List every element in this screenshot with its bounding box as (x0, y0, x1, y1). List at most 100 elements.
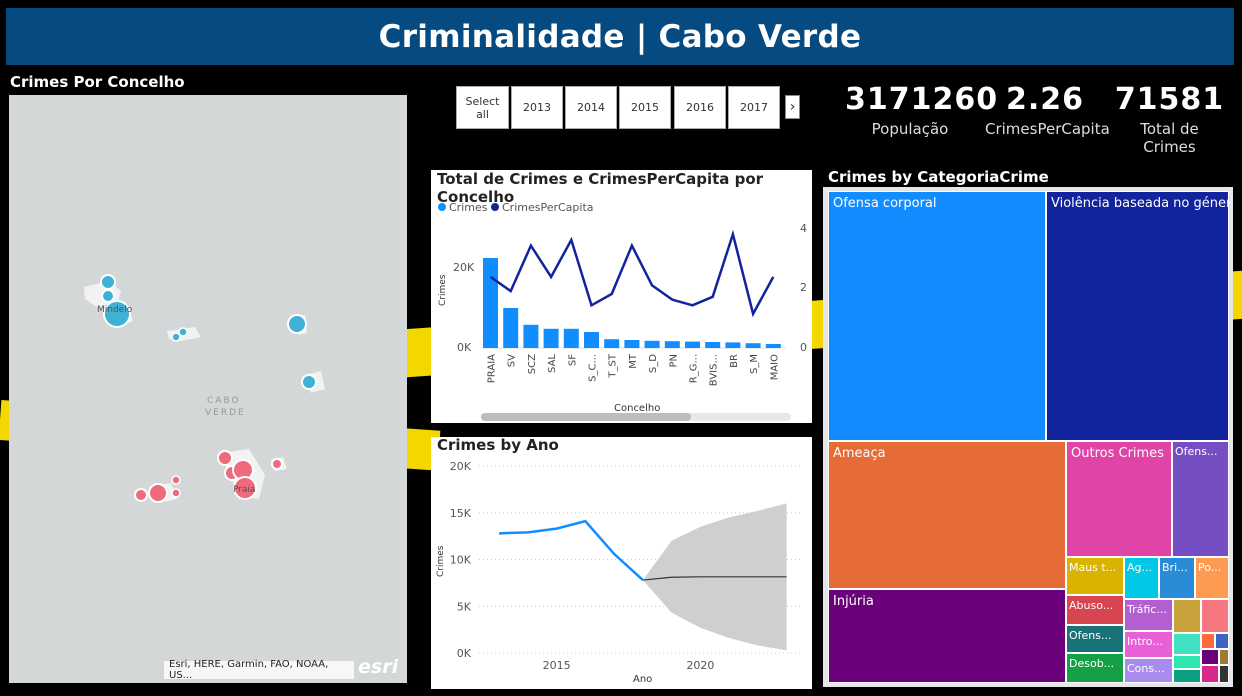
bar-SV (503, 308, 519, 348)
bar-S_C... (584, 332, 599, 348)
kpi-label: População (871, 120, 949, 138)
legend-crimes-label: Crimes (449, 201, 488, 214)
treemap-tile[interactable]: Ofensa corporal (828, 191, 1046, 441)
bar-PRAIA (483, 258, 498, 348)
treemap-tile[interactable]: Desob... (1066, 653, 1124, 683)
y-tick-label: 15K (450, 507, 472, 520)
crime-map[interactable]: Mindelo CABO VERDE Praia (9, 95, 407, 683)
treemap-tile[interactable]: Ofens... (1066, 625, 1124, 653)
treemap-tile-small[interactable] (1173, 633, 1201, 655)
treemap-tile-small[interactable] (1201, 633, 1215, 649)
bar-SF (563, 328, 579, 348)
bar-BVIS... (705, 342, 721, 348)
treemap-tile-small[interactable] (1219, 665, 1229, 683)
map-marker (301, 374, 317, 390)
slicer-year-2014[interactable]: 2014 (565, 86, 617, 129)
kpi-value: 2.26 (1005, 82, 1085, 117)
slicer-next-button[interactable]: › (785, 95, 800, 119)
kpi-label: Total de Crimes (1140, 120, 1199, 156)
map-label-praia: Praia (233, 485, 256, 495)
y-tick-label: 5K (457, 600, 472, 613)
x-tick-label: BR (729, 354, 740, 368)
map-marker (217, 450, 233, 466)
slicer-year-2013[interactable]: 2013 (511, 86, 563, 129)
dashboard-title: Criminalidade | Cabo Verde (6, 8, 1234, 65)
bar-T_ST (604, 339, 620, 348)
bar-SAL (543, 328, 559, 348)
bar-PN (664, 341, 680, 348)
treemap-tile-small[interactable] (1219, 649, 1229, 665)
treemap-tile[interactable]: Abuso... (1066, 595, 1124, 625)
treemap-tile-small[interactable] (1201, 599, 1229, 633)
y-tick-label: 20K (453, 261, 475, 274)
map-marker (178, 327, 188, 337)
x-tick-label: SAL (547, 354, 558, 373)
treemap-tile[interactable]: Po... (1195, 557, 1229, 599)
treemap-tile[interactable]: Ameaça (828, 441, 1066, 589)
bar-MAIO (765, 344, 781, 348)
treemap-tile[interactable]: Violência baseada no género (1046, 191, 1229, 441)
combo-chart-panel[interactable]: Total de Crimes e CrimesPerCapita por Co… (431, 170, 812, 423)
treemap-tile-small[interactable] (1215, 633, 1229, 649)
series-line-crimes (499, 519, 644, 581)
x-tick-label: T_ST (608, 353, 619, 378)
slicer-year-2016[interactable]: 2016 (674, 86, 726, 129)
x-tick-label: SCZ (527, 354, 538, 374)
x-tick-label: PRAIA (487, 354, 498, 383)
kpi-value: 71581 (1114, 82, 1225, 117)
treemap-tile[interactable]: Outros Crimes (1066, 441, 1172, 557)
treemap-tile[interactable]: Injúria (828, 589, 1066, 683)
line-chart-title: Crimes by Ano (437, 436, 559, 454)
map-marker (287, 314, 307, 334)
map-marker (134, 488, 148, 502)
bar-S_M (745, 343, 761, 348)
x-axis-title: Ano (633, 674, 652, 685)
legend-cpc-label: CrimesPerCapita (502, 201, 594, 214)
chevron-right-icon: › (789, 99, 796, 115)
treemap-tile[interactable]: Cons... (1124, 658, 1173, 683)
map-label-verde: VERDE (205, 408, 246, 418)
x-tick-label: R_G... (689, 354, 700, 383)
treemap-tile-small[interactable] (1201, 665, 1219, 683)
map-title: Crimes Por Concelho (10, 73, 185, 91)
x-tick-label: S_C... (588, 354, 599, 382)
treemap[interactable]: Ofensa corporal Violência baseada no géne… (823, 187, 1233, 687)
legend-crimes-dot (438, 203, 446, 211)
treemap-tile[interactable]: Maus t... (1066, 557, 1124, 595)
map-marker (171, 332, 181, 342)
treemap-tile[interactable]: Intro... (1124, 631, 1173, 658)
treemap-tile[interactable]: Bri... (1159, 557, 1195, 599)
line-chart: 20K 15K 10K 5K 0K 2015 2020 Crimes Ano (436, 460, 801, 685)
treemap-tile-small[interactable] (1173, 599, 1201, 633)
scrollbar-thumb (481, 413, 691, 421)
map-marker (103, 300, 131, 328)
bar-SCZ (523, 324, 539, 348)
treemap-tile-small[interactable] (1201, 649, 1219, 665)
bar-BR (725, 342, 741, 348)
bar-R_G... (685, 341, 700, 348)
x-tick-label: PN (668, 354, 679, 368)
combo-chart-title: Total de Crimes e CrimesPerCapita por Co… (437, 170, 764, 206)
slicer-year-2015[interactable]: 2015 (619, 86, 671, 129)
x-tick-label: 2015 (543, 659, 571, 672)
treemap-tile-small[interactable] (1173, 669, 1201, 683)
treemap-tile-small[interactable] (1173, 655, 1201, 669)
slicer-year-2017[interactable]: 2017 (728, 86, 780, 129)
kpi-label: CrimesPerCapita (985, 120, 1110, 138)
y-tick-label: 20K (450, 460, 472, 473)
forecast-line (642, 576, 787, 581)
bar-MT (624, 340, 640, 348)
y-tick-label: 0K (457, 341, 472, 354)
x-tick-label: S_M (749, 354, 760, 374)
treemap-tile[interactable]: Ag... (1124, 557, 1159, 599)
y2-tick-label: 0 (800, 341, 807, 354)
line-chart-panel[interactable]: Crimes by Ano 20K 15K 10K 5K 0K 2015 2020 Cri… (431, 436, 812, 689)
x-axis-title: Concelho (614, 403, 660, 414)
treemap-tile[interactable]: Ofens... (1172, 441, 1229, 557)
x-tick-label: BVIS... (709, 354, 720, 386)
slicer-select-all[interactable]: Select all (456, 86, 509, 129)
map-attribution[interactable]: Esri, HERE, Garmin, FAO, NOAA, US... (164, 659, 354, 681)
map-marker (148, 483, 168, 503)
treemap-tile[interactable]: Tráfic... (1124, 599, 1173, 631)
